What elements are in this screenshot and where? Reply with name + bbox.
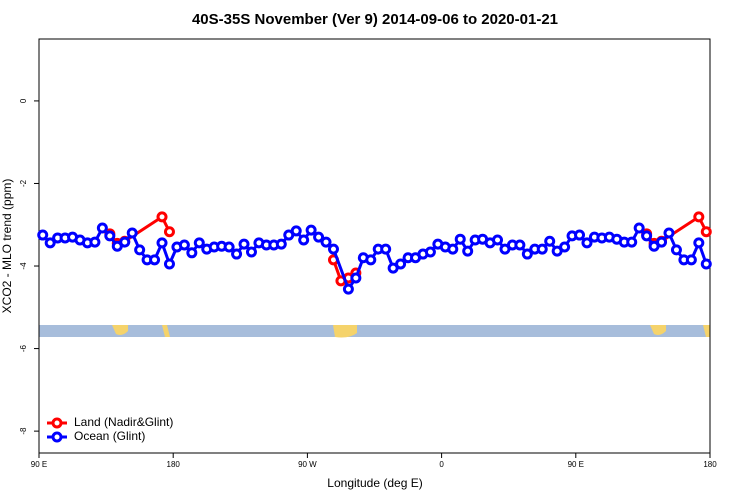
data-point [342, 283, 354, 295]
data-point [245, 246, 257, 258]
x-tick-label: 90 E [568, 460, 584, 469]
data-point [231, 248, 243, 260]
data-point [670, 244, 682, 256]
data-point [685, 254, 697, 266]
y-tick-label: -8 [19, 427, 28, 435]
data-point [186, 247, 198, 259]
legend-marker [51, 417, 63, 429]
data-point [37, 229, 49, 241]
data-point [447, 243, 459, 255]
data-point [693, 211, 705, 223]
x-tick-label: 180 [703, 460, 717, 469]
data-point [574, 229, 586, 241]
y-tick-label: -2 [19, 179, 28, 187]
data-point [126, 227, 138, 239]
data-point [134, 244, 146, 256]
data-point [380, 243, 392, 255]
data-point [514, 239, 526, 251]
data-point [626, 236, 638, 248]
data-point [656, 236, 668, 248]
data-point [700, 226, 712, 238]
data-point [395, 258, 407, 270]
legend-marker [51, 431, 63, 443]
data-point [89, 236, 101, 248]
data-point [350, 272, 362, 284]
data-point [365, 254, 377, 266]
data-point [298, 234, 310, 246]
chart-title: 40S-35S November (Ver 9) 2014-09-06 to 2… [192, 11, 558, 28]
data-point [275, 238, 287, 250]
data-point [454, 233, 466, 245]
data-point [96, 222, 108, 234]
data-point [320, 236, 332, 248]
data-point [238, 238, 250, 250]
plot-frame [38, 38, 711, 454]
data-point [521, 248, 533, 260]
data-point [544, 235, 556, 247]
data-point [559, 241, 571, 253]
data-point [536, 243, 548, 255]
data-point [44, 237, 56, 249]
data-point [462, 245, 474, 257]
x-tick-label: 90 W [298, 460, 317, 469]
data-point [193, 237, 205, 249]
data-point [163, 226, 175, 238]
data-point [156, 237, 168, 249]
x-axis-label: Longitude (deg E) [327, 476, 422, 490]
data-point [424, 246, 436, 258]
legend-label: Ocean (Glint) [74, 429, 145, 443]
data-point [119, 236, 131, 248]
data-point [663, 227, 675, 239]
data-point [104, 230, 116, 242]
x-tick-label: 90 E [31, 460, 47, 469]
data-point [156, 211, 168, 223]
data-point [223, 241, 235, 253]
data-point [492, 234, 504, 246]
data-point [290, 225, 302, 237]
data-point [163, 258, 175, 270]
data-point [633, 222, 645, 234]
data-point [149, 254, 161, 266]
data-point [581, 237, 593, 249]
data-point [700, 258, 712, 270]
legend-label: Land (Nadir&Glint) [74, 415, 173, 429]
y-tick-label: 0 [19, 98, 28, 103]
land-mask-strip [39, 325, 710, 338]
y-axis-label: XCO2 - MLO trend (ppm) [0, 179, 14, 314]
y-tick-label: -4 [19, 262, 28, 270]
y-tick-label: -6 [19, 344, 28, 352]
data-point [693, 237, 705, 249]
data-point [305, 224, 317, 236]
x-tick-label: 0 [439, 460, 444, 469]
data-point [178, 239, 190, 251]
x-tick-label: 180 [167, 460, 181, 469]
data-point [327, 243, 339, 255]
data-point [641, 230, 653, 242]
data-point [313, 231, 325, 243]
